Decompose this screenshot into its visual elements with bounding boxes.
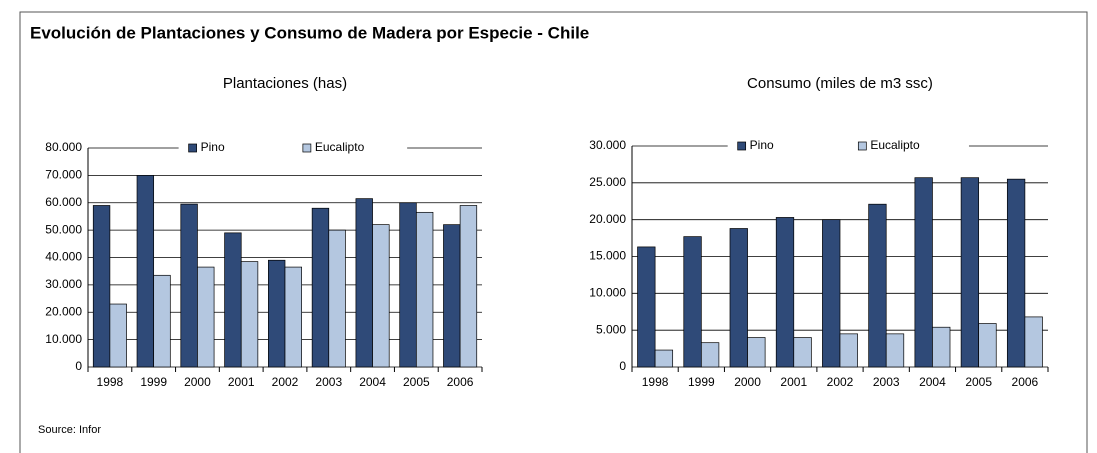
chart-title: Plantaciones (has) (223, 75, 347, 92)
legend-swatch (737, 141, 747, 151)
page-title: Evolución de Plantaciones y Consumo de M… (30, 23, 589, 42)
x-tick-label: 2004 (919, 375, 946, 389)
bar (197, 266, 215, 368)
bar (747, 337, 766, 368)
x-tick-label: 2001 (780, 375, 807, 389)
x-tick-label: 2000 (734, 375, 761, 389)
x-tick-label: 2006 (447, 375, 474, 389)
x-tick-label: 2005 (403, 375, 430, 389)
bar (328, 229, 346, 368)
y-tick-label: 80.000 (45, 140, 82, 154)
legend-swatch (857, 141, 867, 151)
x-tick-label: 2005 (965, 375, 992, 389)
y-tick-label: 25.000 (589, 175, 626, 189)
bar (914, 177, 933, 368)
legend-label: Eucalipto (315, 140, 365, 154)
legend-label: Pino (750, 138, 774, 152)
bar (729, 228, 748, 368)
bar (960, 177, 980, 368)
bar (459, 205, 478, 368)
bar (700, 342, 720, 368)
y-tick-label: 30.000 (589, 138, 626, 152)
y-tick-label: 70.000 (45, 168, 82, 182)
bar (240, 261, 259, 368)
legend-swatch (302, 143, 312, 153)
x-tick-label: 2001 (228, 375, 255, 389)
bar (355, 198, 373, 368)
bar (153, 274, 171, 368)
bar (311, 207, 330, 368)
bar (822, 219, 841, 368)
x-tick-label: 2003 (873, 375, 900, 389)
y-tick-label: 40.000 (45, 250, 82, 264)
y-tick-label: 60.000 (45, 195, 82, 209)
y-tick-label: 5.000 (596, 322, 626, 336)
bar (775, 217, 795, 368)
y-tick-label: 10.000 (45, 332, 82, 346)
y-tick-label: 10.000 (589, 286, 626, 300)
chart-title: Consumo (miles de m3 ssc) (747, 75, 933, 92)
x-tick-label: 2000 (184, 375, 211, 389)
legend-box (178, 136, 408, 162)
bar (180, 203, 198, 368)
bar (372, 224, 390, 368)
bar (92, 205, 111, 368)
legend-swatch (188, 143, 197, 153)
bar (399, 202, 417, 368)
bar (443, 224, 461, 368)
y-tick-label: 20.000 (45, 304, 82, 318)
x-tick-label: 2002 (272, 375, 299, 389)
legend-box (727, 134, 969, 160)
x-tick-label: 2006 (1012, 375, 1039, 389)
bar (268, 259, 286, 368)
frame (19, 11, 1088, 453)
bar (415, 211, 434, 368)
y-tick-label: 50.000 (45, 222, 82, 236)
bar (885, 333, 905, 368)
bar (793, 337, 812, 368)
bar (284, 266, 302, 368)
y-tick-label: 0 (75, 359, 82, 373)
source: Source: Infor (38, 424, 101, 436)
y-tick-label: 20.000 (589, 212, 626, 226)
y-tick-label: 30.000 (45, 277, 82, 291)
y-tick-label: 15.000 (589, 249, 626, 263)
bar (654, 349, 674, 368)
x-tick-label: 1998 (642, 375, 669, 389)
bar (978, 323, 997, 368)
bar (109, 303, 127, 368)
bar (839, 333, 858, 368)
x-tick-label: 1998 (97, 375, 124, 389)
bar (1024, 316, 1043, 368)
bar (868, 203, 887, 368)
bar (224, 232, 242, 368)
bar (683, 236, 702, 368)
x-tick-label: 2003 (315, 375, 342, 389)
x-tick-label: 1999 (688, 375, 715, 389)
bar (932, 326, 951, 368)
legend-label: Pino (201, 140, 225, 154)
x-tick-label: 1999 (140, 375, 167, 389)
bar (136, 175, 155, 368)
x-tick-label: 2004 (359, 375, 386, 389)
y-tick-label: 0 (619, 359, 626, 373)
bar (637, 246, 656, 368)
bar (1006, 178, 1026, 368)
legend-label: Eucalipto (870, 138, 920, 152)
x-tick-label: 2002 (827, 375, 854, 389)
